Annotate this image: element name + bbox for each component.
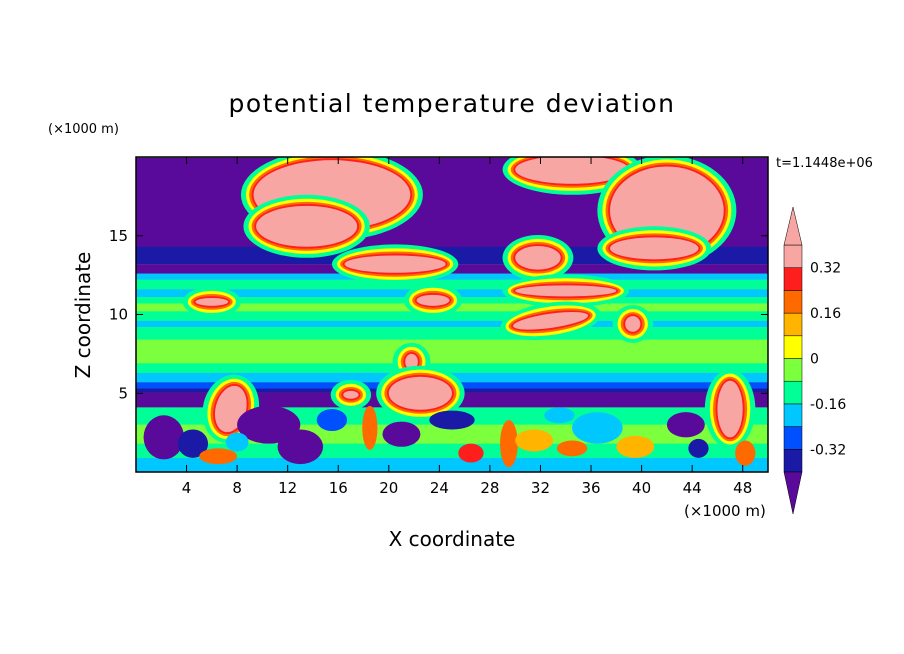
x-tick-label: 40 xyxy=(632,479,651,497)
contour-patch xyxy=(735,440,756,466)
contour-patch xyxy=(388,376,452,410)
contour-patch xyxy=(343,390,359,399)
x-tick-label: 32 xyxy=(531,479,550,497)
y-tick-label: 5 xyxy=(118,384,128,402)
contour-patch xyxy=(717,380,743,438)
contour-patch xyxy=(458,443,484,463)
contour-patch xyxy=(382,421,421,447)
field-band xyxy=(136,327,768,340)
time-label: t=1.1448e+06 xyxy=(776,156,873,171)
contour-patch xyxy=(500,420,518,468)
contour-patch xyxy=(177,429,209,458)
contour-patch xyxy=(143,415,185,460)
contour-patch xyxy=(513,312,589,330)
contour-patch xyxy=(556,440,588,457)
y-unit-label: (×1000 m) xyxy=(48,122,119,137)
contour-patch xyxy=(225,432,249,452)
contour-patch xyxy=(344,255,446,273)
x-tick-label: 48 xyxy=(733,479,752,497)
plot-field xyxy=(136,157,768,472)
y-tick-label: 10 xyxy=(109,306,128,324)
x-axis-label: X coordinate xyxy=(389,527,516,551)
colorbar-segment xyxy=(783,290,803,314)
colorbar: -0.32 -0.16 0 0.16 0.32 xyxy=(783,206,846,515)
x-tick-label: 8 xyxy=(232,479,242,497)
chart-title: potential temperature deviation xyxy=(229,89,676,118)
contour-patch xyxy=(277,429,324,465)
x-axis: 4 8 12 16 20 24 28 32 36 40 44 48 xyxy=(182,157,752,497)
colorbar-max-extension xyxy=(783,206,803,246)
contour-patch xyxy=(544,407,575,424)
contour-patch xyxy=(515,245,561,270)
x-tick-label: 28 xyxy=(480,479,499,497)
colorbar-label: 0.32 xyxy=(810,261,841,277)
colorbar-segment xyxy=(783,449,803,473)
field-band xyxy=(136,273,768,280)
contour-patch xyxy=(572,412,623,444)
colorbar-segment xyxy=(783,426,803,450)
contour-patch xyxy=(666,412,705,438)
x-tick-label: 24 xyxy=(430,479,449,497)
colorbar-segment xyxy=(783,403,803,427)
contour-patch xyxy=(429,410,475,430)
field-band xyxy=(136,363,768,373)
colorbar-label: -0.16 xyxy=(810,397,846,413)
field-band xyxy=(136,311,768,321)
colorbar-segment xyxy=(783,244,803,268)
field-band xyxy=(136,320,768,328)
colorbar-segment xyxy=(783,380,803,405)
contour-patch xyxy=(195,297,229,306)
x-tick-label: 16 xyxy=(329,479,348,497)
x-tick-label: 4 xyxy=(182,479,192,497)
contour-patch xyxy=(610,237,699,260)
contour-patch xyxy=(199,448,238,465)
contour-patch xyxy=(625,316,641,332)
contour-patch xyxy=(688,438,709,458)
x-tick-label: 20 xyxy=(379,479,398,497)
contour-patch xyxy=(256,205,358,247)
y-axis-label: Z coordinate xyxy=(71,252,95,379)
contour-patch xyxy=(237,405,301,444)
contour-patch xyxy=(416,294,450,306)
y-axis: 5 10 15 xyxy=(109,227,768,402)
y-tick-label: 15 xyxy=(109,227,128,245)
x-unit-label: (×1000 m) xyxy=(684,502,766,520)
contour-patch xyxy=(316,409,348,432)
x-tick-label: 44 xyxy=(683,479,702,497)
colorbar-label: 0 xyxy=(810,352,819,368)
contour-patch xyxy=(515,157,629,184)
colorbar-segment xyxy=(783,267,803,291)
contour-patch xyxy=(515,285,617,297)
colorbar-label: -0.32 xyxy=(810,442,846,458)
contour-patch xyxy=(515,429,554,452)
contour-patch xyxy=(616,435,655,458)
contour-patch xyxy=(405,353,418,370)
x-tick-label: 12 xyxy=(278,479,297,497)
field-band xyxy=(136,279,768,290)
colorbar-segment xyxy=(783,312,803,337)
x-tick-label: 36 xyxy=(581,479,600,497)
colorbar-segment xyxy=(783,335,803,359)
colorbar-min-extension xyxy=(783,471,803,515)
colorbar-label: 0.16 xyxy=(810,306,841,322)
contour-patch xyxy=(362,405,378,450)
field-band xyxy=(136,339,768,364)
colorbar-segment xyxy=(783,358,803,382)
